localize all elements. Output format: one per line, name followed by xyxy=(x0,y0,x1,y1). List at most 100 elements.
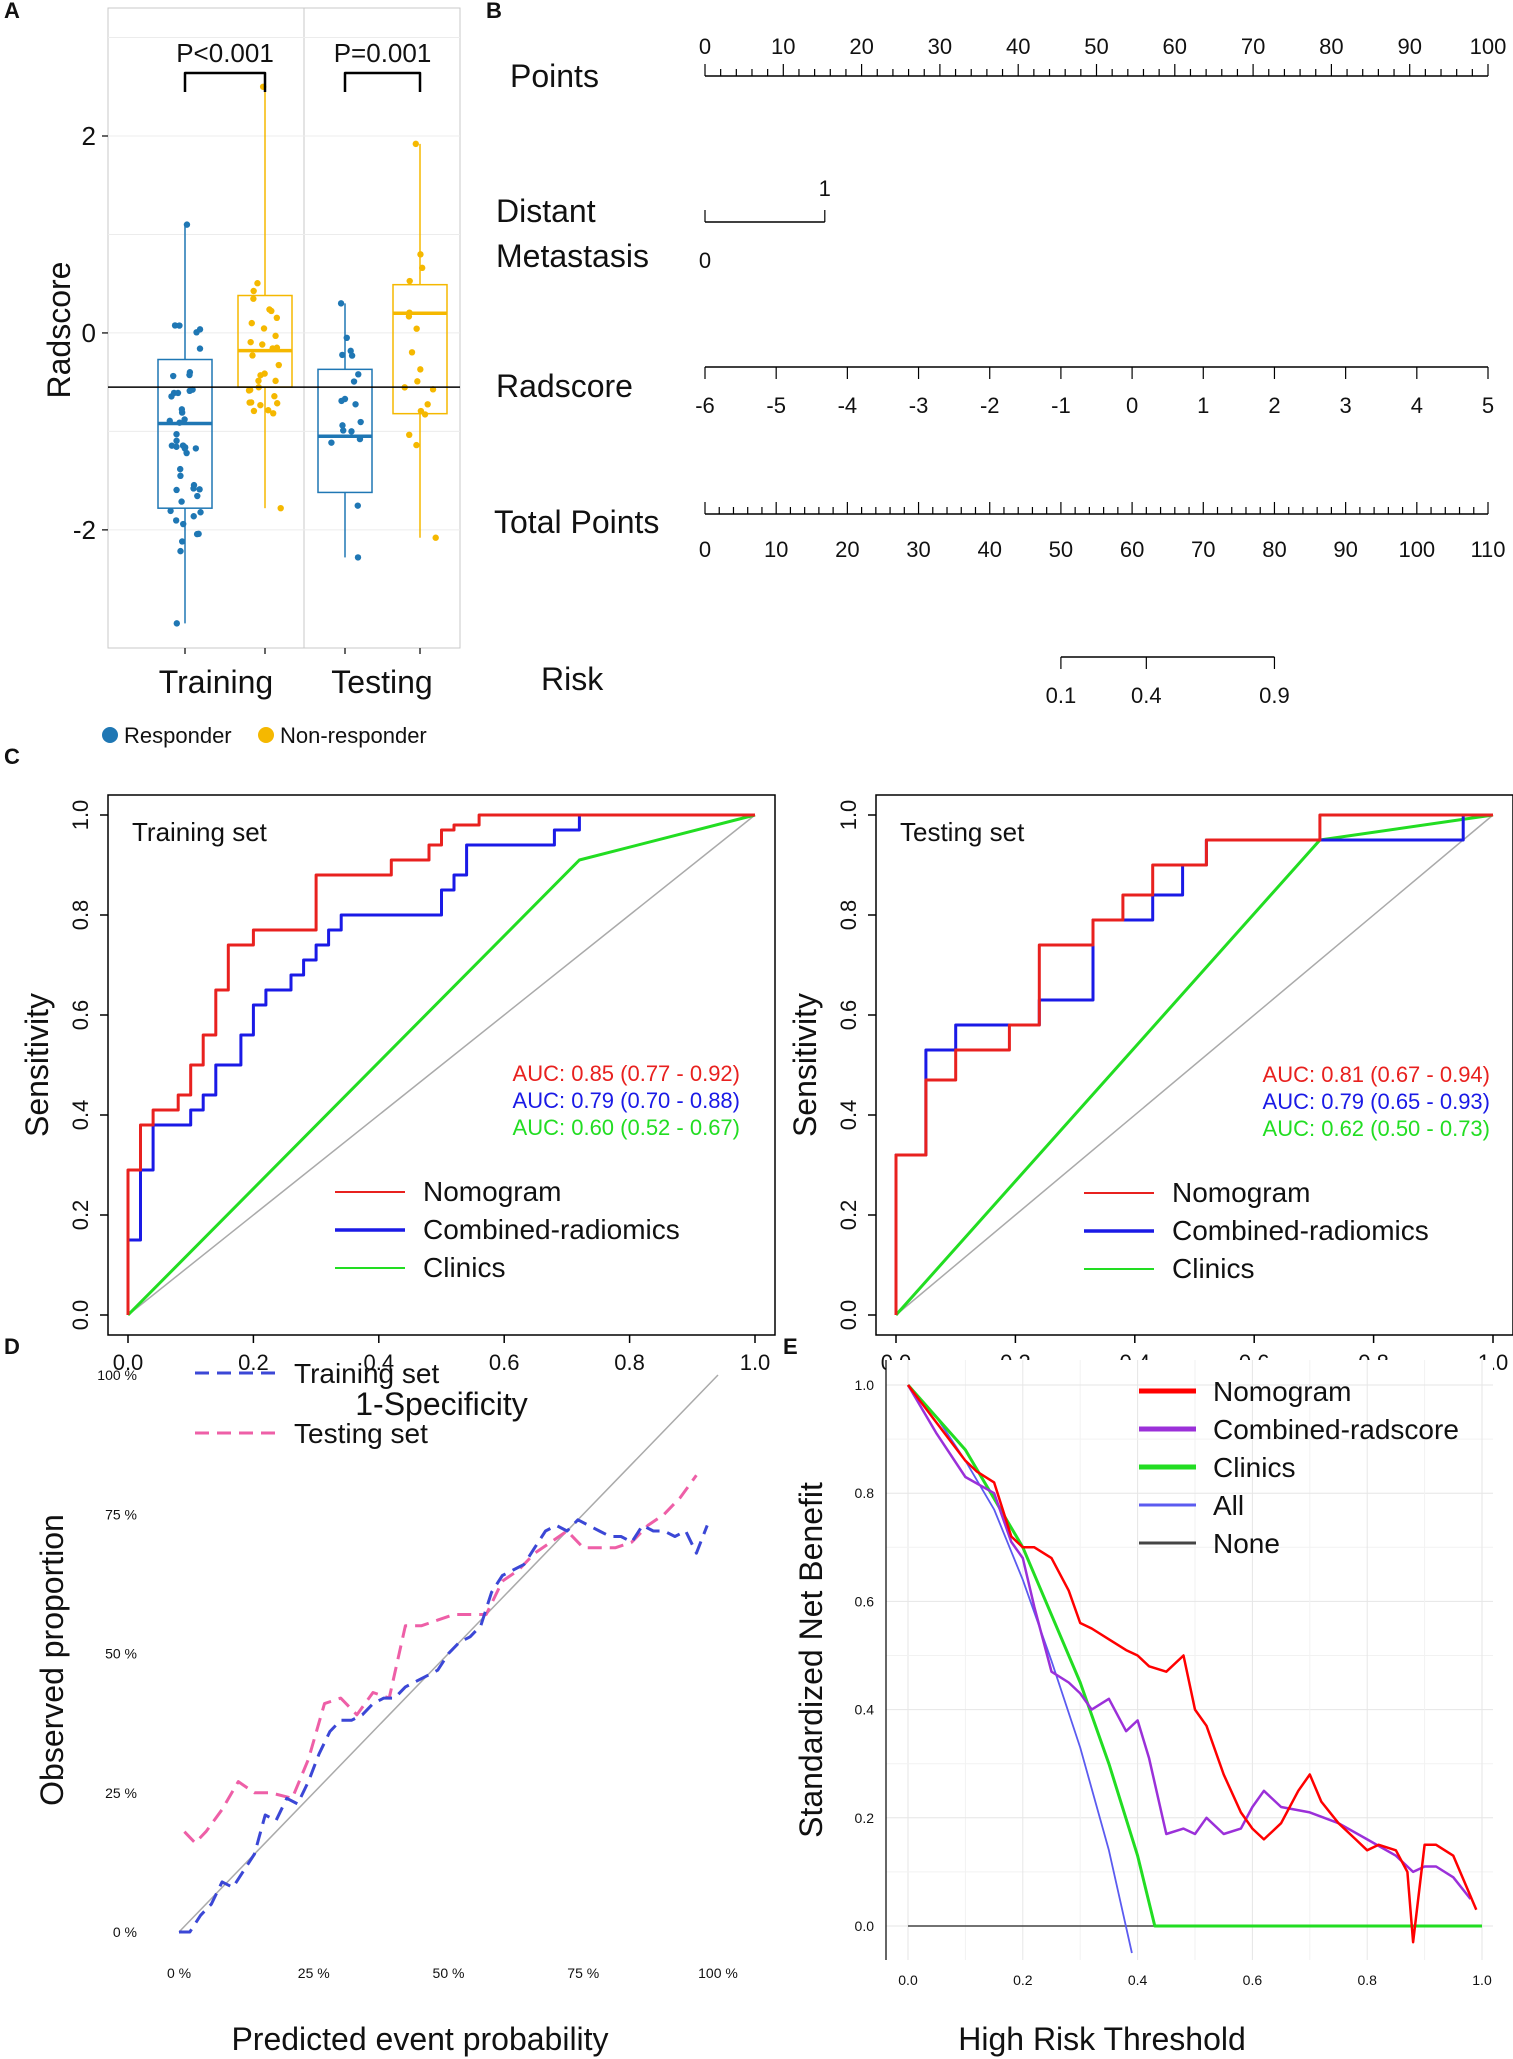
panel-a-y-tick-label: 0 xyxy=(82,318,96,348)
roc-training-y-tick-label: 0.4 xyxy=(68,1100,93,1131)
panel-a-point xyxy=(273,400,281,407)
panel-a-point xyxy=(266,306,273,313)
panel-a-point xyxy=(177,465,184,473)
panel-a-point xyxy=(179,442,187,449)
roc-testing-curve-nomogram xyxy=(894,813,1493,1315)
nomogram-radscore-tick-label: 0 xyxy=(1126,393,1138,418)
nomogram-radscore-tick-label: 3 xyxy=(1340,393,1352,418)
panel-a-point xyxy=(354,554,362,561)
panel-label-e: E xyxy=(783,1334,798,1359)
panel-a-point xyxy=(247,399,255,406)
calibration-x-tick-label: 75 % xyxy=(567,1965,599,1981)
panel-label-b: B xyxy=(486,0,502,23)
panel-a-point xyxy=(250,287,257,295)
roc-training-curve-combined-radiomics xyxy=(126,813,755,1315)
nomogram-total-points-label: Total Points xyxy=(494,504,659,540)
dca-x-tick-label: 0.8 xyxy=(1357,1972,1377,1988)
roc-testing-diagonal xyxy=(895,814,1494,1316)
roc-training-y-tick-label: 0.0 xyxy=(68,1300,93,1331)
calibration-legend-label: Training set xyxy=(294,1358,439,1389)
calibration-curve-testing-set xyxy=(183,1474,698,1845)
panel-a-point xyxy=(348,352,356,359)
roc-testing-y-tick-label: 0.6 xyxy=(836,1000,861,1031)
panel-a-legend-label: Non-responder xyxy=(280,723,427,748)
panel-a-point xyxy=(195,530,202,538)
roc-training-auc-label: AUC: 0.85 (0.77 - 0.92) xyxy=(513,1061,740,1086)
nomogram-radscore-tick-label: 5 xyxy=(1482,393,1494,418)
panel-a-x-tick-label: Testing xyxy=(331,664,432,700)
panel-a-point xyxy=(272,332,279,340)
dca-x-tick-label: 0.0 xyxy=(898,1972,918,1988)
panel-a-point xyxy=(275,361,282,369)
panel-a-point xyxy=(168,442,176,449)
panel-a-point xyxy=(257,372,264,379)
dca-legend-label: None xyxy=(1213,1528,1280,1559)
nomogram-metastasis-level: 1 xyxy=(819,176,831,201)
panel-a-point xyxy=(193,329,200,336)
panel-a-point xyxy=(247,338,254,346)
panel-a-significance-bracket xyxy=(183,71,267,92)
panel-a-point xyxy=(273,314,281,322)
roc-training-diagonal xyxy=(127,814,756,1316)
nomogram-total-points-tick-label: 100 xyxy=(1398,537,1435,562)
dca-x-tick-label: 0.6 xyxy=(1243,1972,1263,1988)
dca-y-tick-label: 0.8 xyxy=(855,1485,875,1501)
panel-label-d: D xyxy=(4,1334,20,1359)
panel-a-point xyxy=(173,620,181,627)
dca-y-axis-label: Standardized Net Benefit xyxy=(793,1482,829,1838)
roc-training-x-tick-label: 0.2 xyxy=(238,1350,269,1375)
panel-a-point xyxy=(271,393,278,400)
roc-testing-y-axis-label: Sensitivity xyxy=(787,993,823,1137)
nomogram-total-points-tick-label: 50 xyxy=(1049,537,1073,562)
panel-a-point xyxy=(432,534,439,541)
panel-a-point xyxy=(250,295,257,302)
nomogram-points-tick-label: 30 xyxy=(928,34,952,59)
calibration-y-tick-label: 75 % xyxy=(105,1506,137,1522)
panel-a-point xyxy=(354,502,361,509)
panel-a-point xyxy=(197,509,204,516)
nomogram-total-points-tick-label: 20 xyxy=(835,537,859,562)
panel-a-point xyxy=(338,397,345,405)
panel-a-significance-bracket xyxy=(343,71,422,92)
calibration-y-tick-label: 50 % xyxy=(105,1646,137,1662)
panel-a-point xyxy=(194,492,201,500)
nomogram-points-tick-label: 20 xyxy=(849,34,873,59)
dca-background xyxy=(886,1360,1493,1960)
panel-label-a: A xyxy=(4,0,20,23)
dca-curve-all xyxy=(907,1384,1133,1954)
dca-curve-combined-radscore xyxy=(906,1384,1472,1900)
roc-training-y-tick-label: 0.2 xyxy=(68,1200,93,1231)
panel-a-point xyxy=(260,325,268,332)
nomogram-points-tick-label: 70 xyxy=(1241,34,1265,59)
panel-a-box-testing-non-responder xyxy=(392,283,448,415)
panel-a-point xyxy=(249,352,256,359)
roc-testing-y-tick-label: 1.0 xyxy=(836,800,861,831)
panel-a-legend-marker xyxy=(258,727,274,743)
panel-a-point xyxy=(245,387,253,394)
nomogram-points-tick-label: 50 xyxy=(1084,34,1108,59)
nomogram-radscore-tick-label: 2 xyxy=(1268,393,1280,418)
calibration-y-tick-label: 100 % xyxy=(97,1367,137,1383)
panel-label-c: C xyxy=(4,744,20,769)
panel-a-point xyxy=(173,486,180,494)
nomogram-radscore-tick-label: -2 xyxy=(980,393,1000,418)
nomogram-metastasis-level: 0 xyxy=(699,248,711,273)
roc-training-legend-label: Combined-radiomics xyxy=(423,1214,680,1245)
calibration-x-tick-label: 50 % xyxy=(433,1965,465,1981)
roc-testing-y-tick-label: 0.4 xyxy=(836,1100,861,1131)
panel-a-point xyxy=(173,437,180,445)
nomogram-points-tick-label: 0 xyxy=(699,34,711,59)
dca-curve-nomogram xyxy=(907,1384,1478,1944)
roc-testing-auc-label: AUC: 0.81 (0.67 - 0.94) xyxy=(1263,1062,1490,1087)
panel-a-point xyxy=(355,371,362,378)
dca-y-tick-label: 1.0 xyxy=(855,1377,875,1393)
nomogram-risk-tick-label: 0.1 xyxy=(1046,683,1077,708)
calibration-x-axis-label: Predicted event probability xyxy=(231,2021,608,2057)
panel-a-point xyxy=(339,422,346,429)
roc-training-x-tick-label: 1.0 xyxy=(740,1350,771,1375)
roc-training-auc-label: AUC: 0.79 (0.70 - 0.88) xyxy=(513,1088,740,1113)
panel-a-point xyxy=(178,406,186,413)
roc-testing-legend-label: Clinics xyxy=(1172,1253,1254,1284)
panel-a-point xyxy=(173,430,180,438)
dca-legend-label: Nomogram xyxy=(1213,1376,1351,1407)
